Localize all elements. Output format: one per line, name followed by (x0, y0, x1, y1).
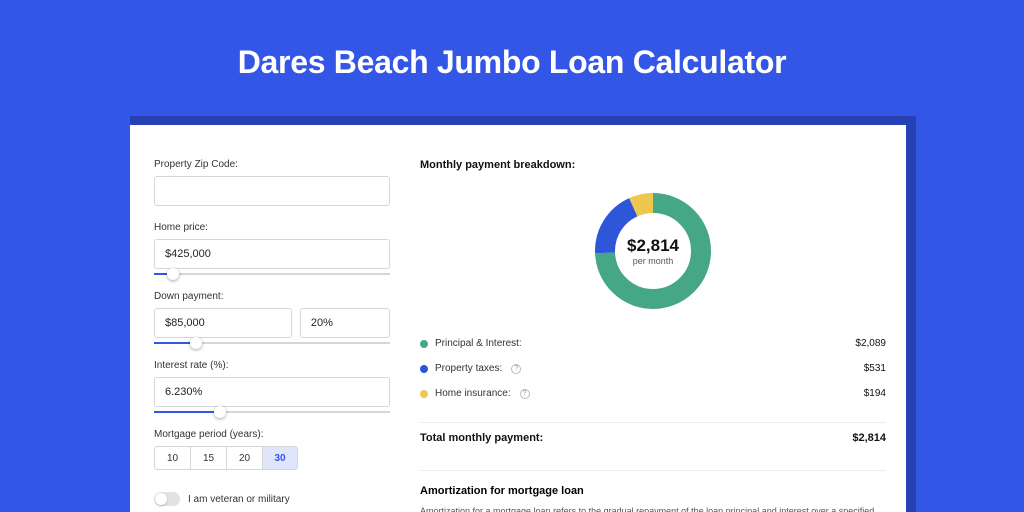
calculator-card: Property Zip Code: Home price: Down paym… (130, 125, 906, 512)
inputs-panel: Property Zip Code: Home price: Down paym… (130, 125, 410, 512)
donut-wrap: $2,814 per month (420, 185, 886, 317)
legend-value-pi: $2,089 (855, 338, 886, 349)
legend-row-tax: Property taxes:? $531 (420, 356, 886, 381)
donut-chart: $2,814 per month (593, 191, 713, 311)
info-icon[interactable]: ? (511, 364, 521, 374)
legend-value-ins: $194 (864, 388, 886, 399)
legend-label-pi: Principal & Interest: (435, 338, 522, 349)
legend: Principal & Interest: $2,089 Property taxe… (420, 331, 886, 406)
donut-center: $2,814 per month (593, 191, 713, 311)
down-payment-label: Down payment: (154, 291, 390, 302)
field-interest-rate: Interest rate (%): (154, 360, 390, 413)
home-price-input[interactable] (154, 239, 390, 269)
rate-slider[interactable] (154, 411, 390, 413)
down-payment-amount-input[interactable] (154, 308, 292, 338)
field-home-price: Home price: (154, 222, 390, 275)
amortization-title: Amortization for mortgage loan (420, 485, 886, 497)
amortization-text: Amortization for a mortgage loan refers … (420, 505, 886, 512)
rate-slider-fill (154, 411, 220, 413)
total-value: $2,814 (852, 432, 886, 444)
period-label: Mortgage period (years): (154, 429, 390, 440)
legend-label-ins: Home insurance: (435, 388, 511, 399)
veteran-label: I am veteran or military (188, 494, 290, 505)
period-option-20[interactable]: 20 (226, 446, 262, 470)
legend-dot-pi (420, 340, 428, 348)
breakdown-panel: Monthly payment breakdown: $2,814 per mo… (410, 125, 906, 512)
legend-dot-tax (420, 365, 428, 373)
home-price-slider[interactable] (154, 273, 390, 275)
zip-label: Property Zip Code: (154, 159, 390, 170)
rate-label: Interest rate (%): (154, 360, 390, 371)
legend-row-pi: Principal & Interest: $2,089 (420, 331, 886, 356)
legend-row-ins: Home insurance:? $194 (420, 381, 886, 406)
donut-sub: per month (633, 256, 674, 266)
veteran-toggle[interactable] (154, 492, 180, 506)
info-icon[interactable]: ? (520, 389, 530, 399)
legend-dot-ins (420, 390, 428, 398)
breakdown-title: Monthly payment breakdown: (420, 159, 886, 171)
period-button-group: 10152030 (154, 446, 390, 470)
total-label: Total monthly payment: (420, 432, 543, 444)
down-payment-slider-thumb[interactable] (190, 337, 202, 349)
zip-input[interactable] (154, 176, 390, 206)
legend-label-tax: Property taxes: (435, 363, 502, 374)
veteran-toggle-knob (155, 493, 167, 505)
home-price-slider-thumb[interactable] (167, 268, 179, 280)
rate-slider-thumb[interactable] (214, 406, 226, 418)
down-payment-slider[interactable] (154, 342, 390, 344)
period-option-15[interactable]: 15 (190, 446, 226, 470)
rate-input[interactable] (154, 377, 390, 407)
total-row: Total monthly payment: $2,814 (420, 422, 886, 456)
page-title: Dares Beach Jumbo Loan Calculator (0, 0, 1024, 81)
amortization-section: Amortization for mortgage loan Amortizat… (420, 470, 886, 512)
field-zip: Property Zip Code: (154, 159, 390, 206)
period-option-30[interactable]: 30 (262, 446, 298, 470)
field-mortgage-period: Mortgage period (years): 10152030 (154, 429, 390, 470)
period-option-10[interactable]: 10 (154, 446, 190, 470)
legend-value-tax: $531 (864, 363, 886, 374)
donut-amount: $2,814 (627, 236, 679, 256)
field-veteran: I am veteran or military (154, 492, 390, 506)
field-down-payment: Down payment: (154, 291, 390, 344)
home-price-label: Home price: (154, 222, 390, 233)
down-payment-percent-input[interactable] (300, 308, 390, 338)
